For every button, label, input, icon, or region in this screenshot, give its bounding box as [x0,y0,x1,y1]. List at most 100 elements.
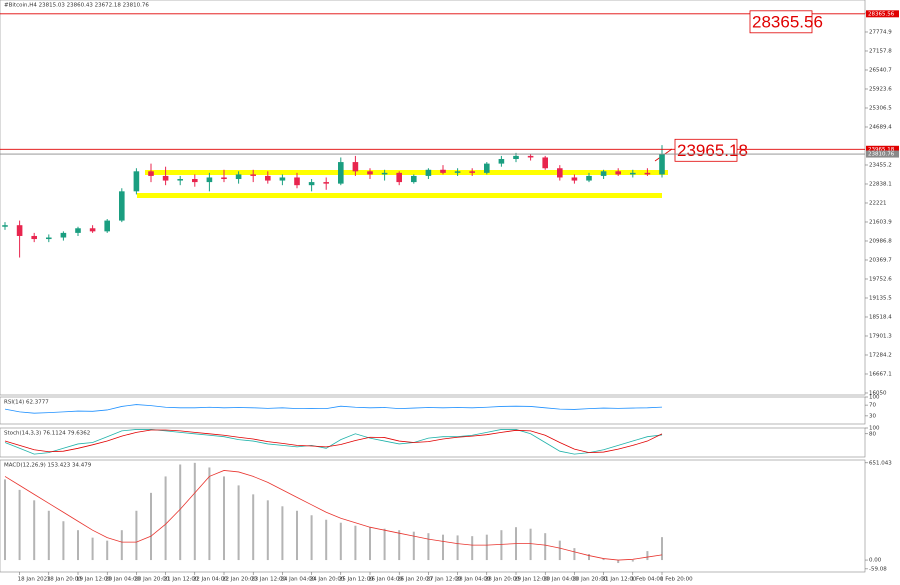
y-tick-label: 25923.6 [869,86,892,92]
candle-body [571,177,578,181]
candle-body [615,171,621,175]
y-tick-label: 100 [869,395,880,401]
y-tick-label: 16050 [869,390,887,396]
candle-body [75,228,81,233]
y-tick-label: 651.043 [869,460,892,466]
y-tick-label: 19752.6 [869,276,892,282]
candle-body [206,177,213,183]
y-tick-label: 18518.4 [869,314,892,320]
histogram-bar [544,533,547,561]
candle-body [338,162,344,184]
histogram-bar [573,548,576,561]
y-tick-label: 23455.2 [869,162,892,168]
indicator-line [4,470,663,561]
histogram-bar [223,476,225,561]
candle-body [192,179,198,183]
indicator-line [4,404,663,414]
candle-body [498,158,505,164]
x-tick-label: 28 Jan 20:00 [485,577,520,583]
x-tick-label: 27 Jan 12:00 [426,577,461,583]
price-tag-label: 23965.18 [868,147,895,153]
x-tick-label: 1 Feb 04:00 [631,577,664,583]
candle-body [440,169,446,173]
x-tick-label: 30 Jan 20:00 [572,577,607,583]
histogram-bar [588,554,590,561]
histogram-bar [617,560,620,564]
histogram-bar [120,530,123,561]
histogram-bar [33,500,36,561]
histogram-bar [558,540,561,561]
histogram-bar [456,535,459,561]
candle-body [46,237,52,240]
x-tick-label: 29 Jan 12:00 [514,577,549,583]
candle-body [352,162,359,172]
candle-body [600,171,607,176]
level-label-box [674,138,738,162]
resistance-zone [145,170,668,175]
level-label: 23965.18 [677,141,748,160]
y-tick-label: 17901.3 [869,333,892,339]
y-tick-label: 17284.2 [869,352,892,358]
price-tag-label: 23810.76 [868,152,895,158]
level-label-box [749,10,813,34]
y-tick-label: 0.00 [869,558,882,564]
support-zone [137,193,662,198]
histogram-bar [631,560,634,562]
rsi-panel [0,396,866,425]
histogram-bar [296,510,298,561]
price-tag-label: 28365.56 [868,11,895,17]
histogram-bar [529,528,532,561]
histogram-bar [237,485,240,561]
candle-body [235,174,242,180]
histogram-bar [339,522,342,561]
candle-body [527,155,534,158]
histogram-bar [310,515,313,561]
y-tick-label: 22221 [869,200,887,206]
x-tick-label: 20 Jan 20:00 [134,577,169,583]
y-tick-label: -59.08 [869,566,887,572]
histogram-bar [193,462,196,561]
histogram-bar [500,530,503,561]
candle-body [279,177,286,181]
y-tick-label: 20369.7 [869,257,892,263]
histogram-bar [164,476,167,561]
candle-body [586,175,592,181]
y-tick-label: 100 [869,426,880,432]
panel-title: Stoch(14,3,3) 76.1124 79.6362 [4,431,90,437]
candle-body [119,191,125,221]
indicator-line [4,429,663,454]
candle-body [104,220,110,232]
stoch-panel [0,427,866,458]
y-tick-label: 30 [869,413,876,419]
x-tick-label: 1 Feb 20:00 [660,577,693,583]
macd-panel [0,459,866,573]
candle-body [265,175,271,181]
candle-body [162,175,169,181]
indicator-line [4,429,663,455]
histogram-bar [77,530,79,561]
x-tick-label: 30 Jan 04:00 [543,577,578,583]
price-tag [866,150,899,158]
histogram-bar [442,534,444,561]
histogram-bar [369,527,371,561]
histogram-bar [4,479,6,561]
candle-body [469,171,475,173]
x-tick-label: 23 Jan 12:00 [251,577,286,583]
candle-body [659,154,665,175]
histogram-bar [325,519,328,561]
candle-body [411,175,417,183]
histogram-bar [646,551,649,561]
price-tag [866,145,899,153]
candle-body [484,163,490,173]
symbol-info: #Bitcoin,H4 23815.03 23860.43 23672.18 2… [4,3,149,9]
histogram-bar [47,510,50,561]
y-tick-label: 16667.1 [869,371,892,377]
x-tick-label: 26 Jan 20:00 [397,577,432,583]
histogram-bar [281,506,284,561]
x-tick-label: 22 Jan 20:00 [222,577,257,583]
x-tick-label: 21 Jan 12:00 [164,577,199,583]
candle-body [513,155,519,159]
price-tag [866,10,899,18]
candle-body [367,171,373,175]
